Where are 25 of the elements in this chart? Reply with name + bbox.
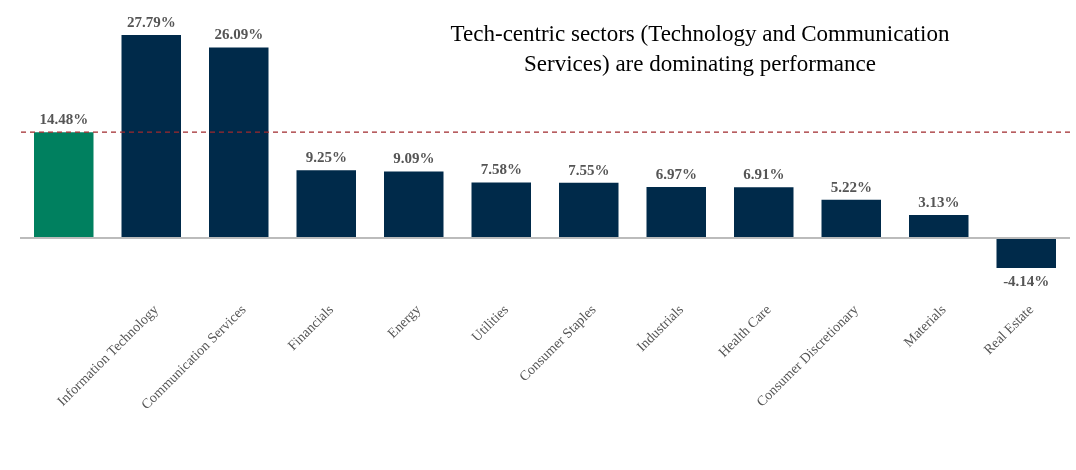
bar <box>384 171 444 238</box>
bar <box>296 170 356 238</box>
data-label: 14.48% <box>39 111 89 128</box>
data-label: 27.79% <box>126 14 176 30</box>
data-label: 9.09% <box>393 150 435 167</box>
bar <box>471 182 531 238</box>
bar <box>121 35 181 238</box>
bar <box>996 237 1056 268</box>
data-label: 7.58% <box>480 161 522 178</box>
data-label: 26.09% <box>214 26 264 43</box>
data-label: 6.97% <box>655 165 697 182</box>
bar <box>34 132 94 238</box>
chart-title: Tech-centric sectors (Technology and Communication Services) are dominating performance <box>450 21 950 76</box>
data-label: -4.14% <box>1003 273 1050 289</box>
bar <box>734 187 794 238</box>
data-label: 3.13% <box>918 193 960 210</box>
bar <box>209 47 269 238</box>
bar <box>646 186 706 238</box>
data-label: 6.91% <box>743 166 785 183</box>
data-label: 5.22% <box>830 178 872 195</box>
data-label: 9.25% <box>305 149 347 166</box>
bar <box>909 214 969 238</box>
bar <box>559 182 619 238</box>
bar <box>821 199 881 238</box>
data-label: 7.55% <box>568 161 610 178</box>
